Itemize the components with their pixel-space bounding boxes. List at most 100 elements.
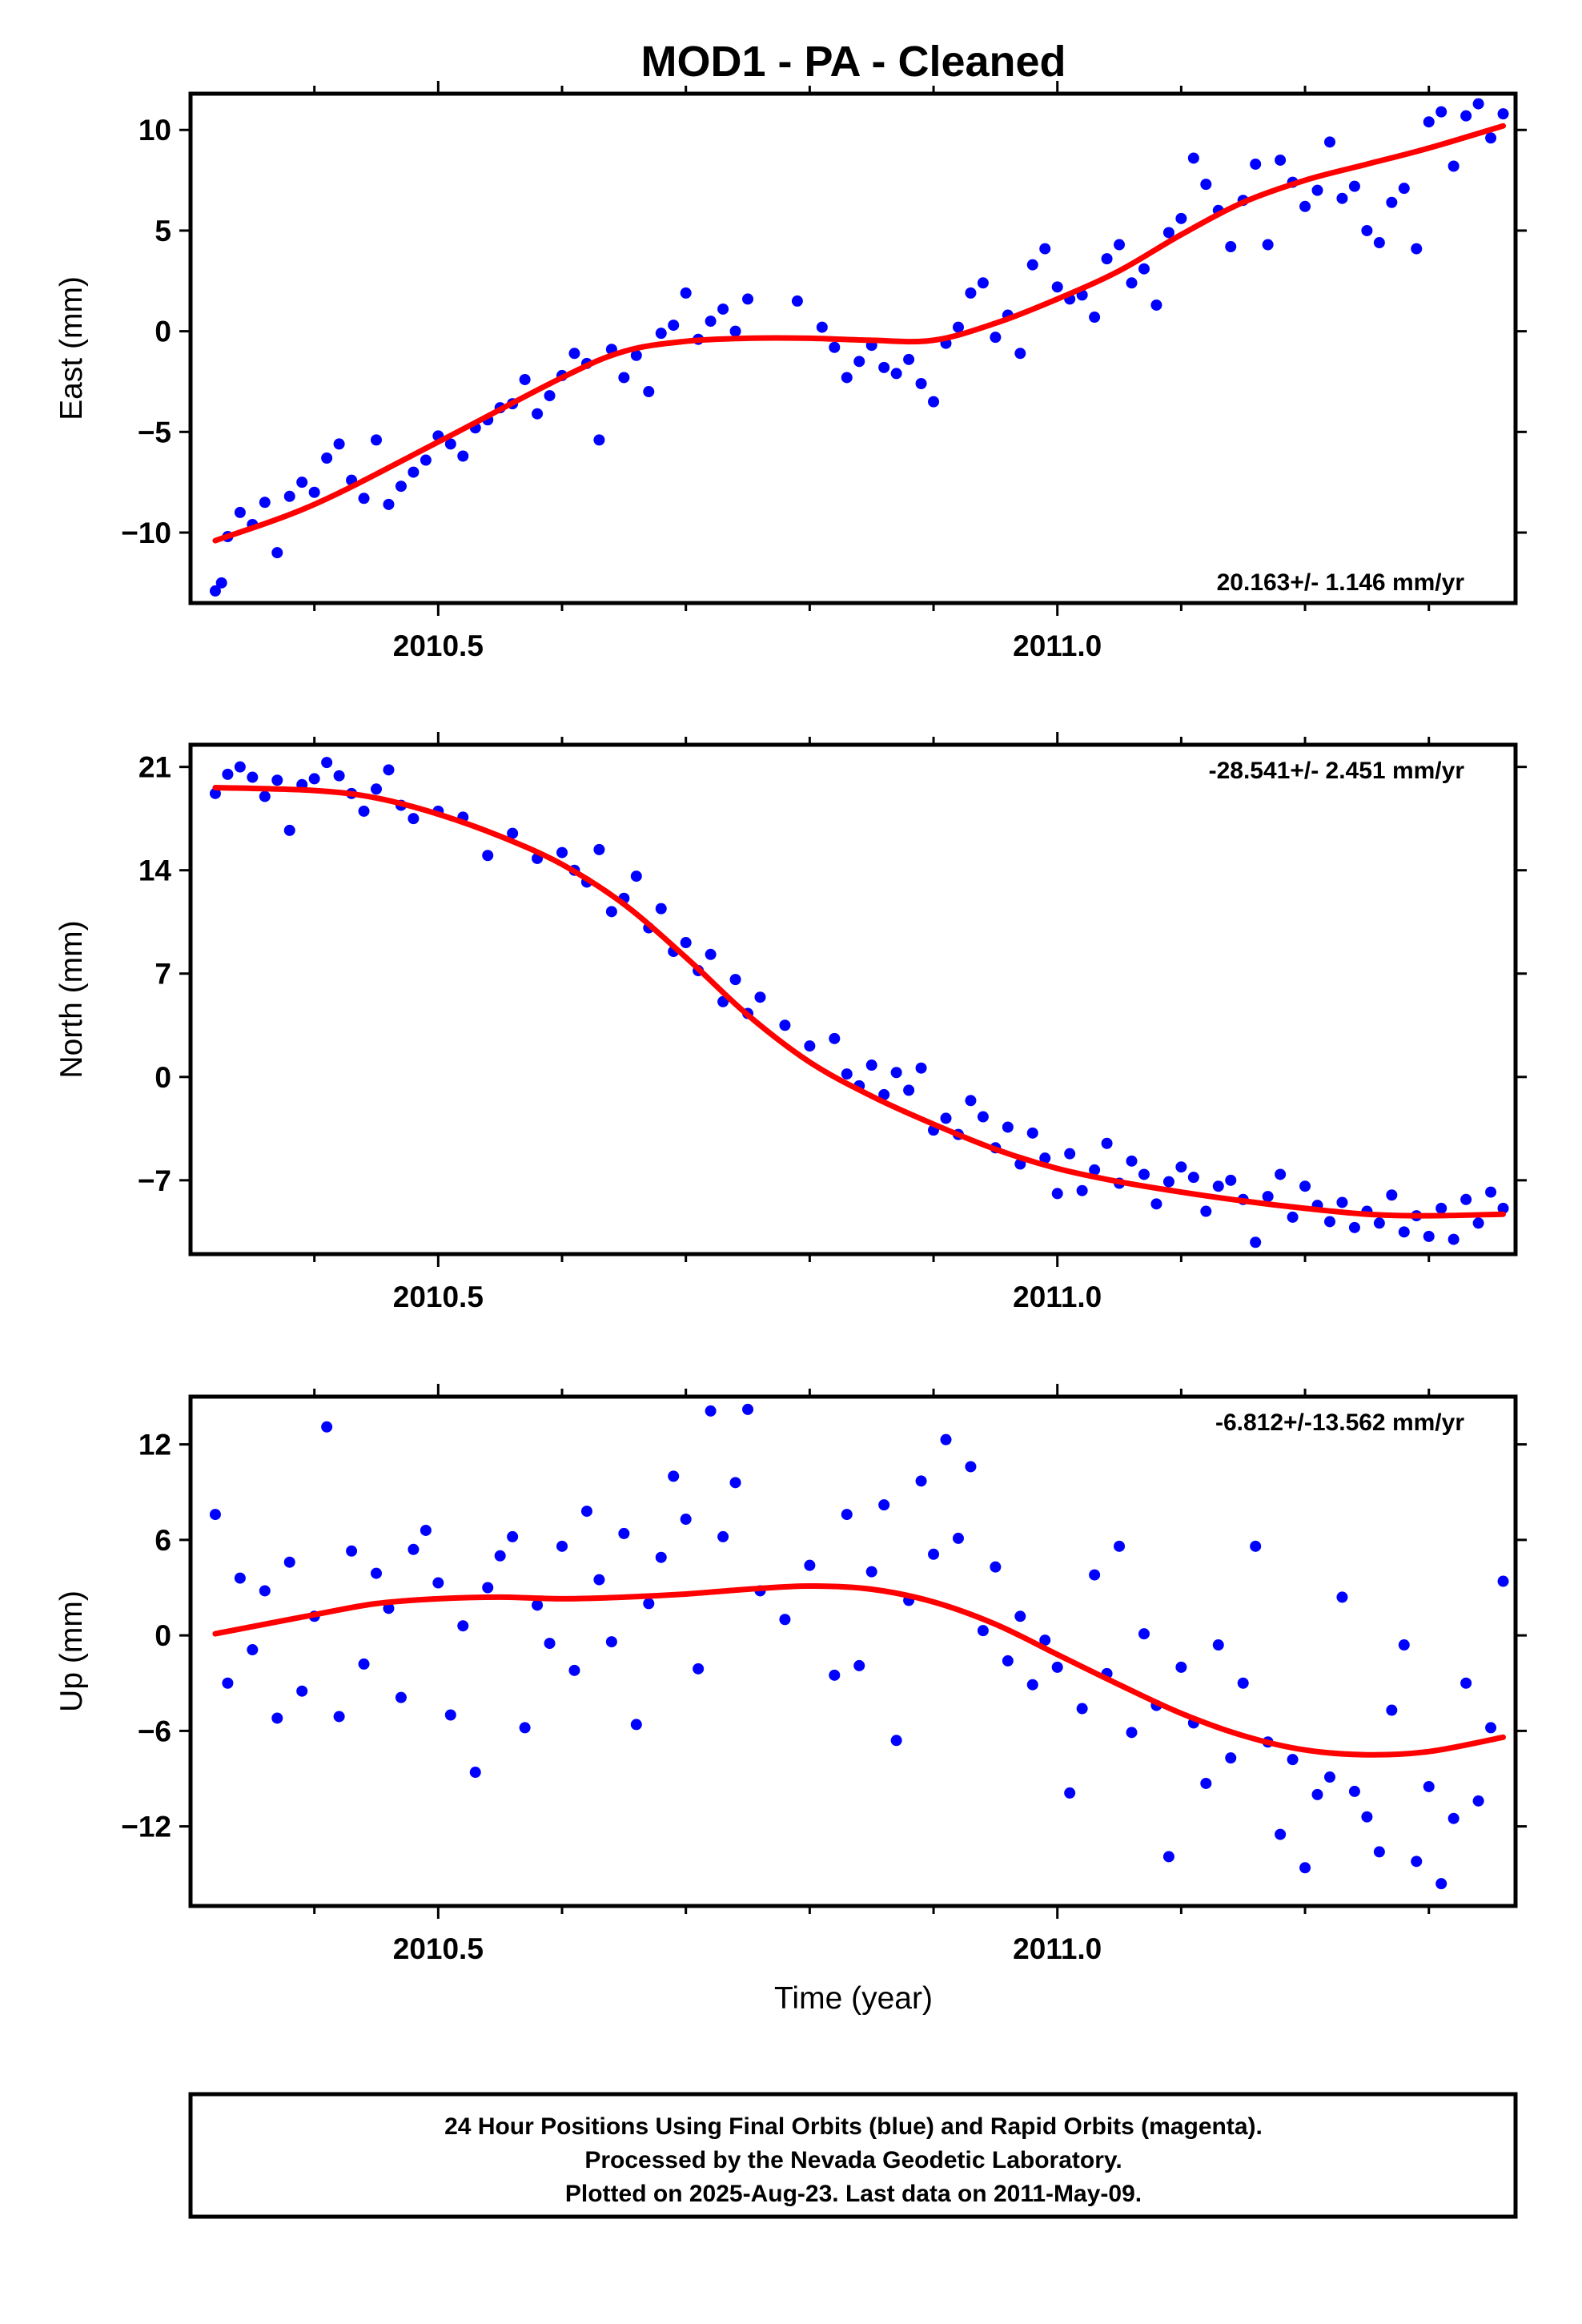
data-point (494, 1550, 506, 1562)
data-point (568, 1664, 580, 1676)
data-point (308, 773, 320, 785)
data-point (1386, 1704, 1398, 1716)
data-point (915, 1475, 927, 1487)
data-point (1423, 1780, 1435, 1792)
data-point (890, 1067, 902, 1079)
data-point (371, 783, 383, 795)
data-point (630, 349, 642, 361)
data-point (432, 1577, 444, 1589)
x-tick-label: 2010.5 (393, 1281, 484, 1313)
data-point (1101, 253, 1113, 265)
data-point (1026, 1127, 1038, 1139)
data-point (1336, 1196, 1348, 1208)
data-point (977, 1625, 989, 1637)
data-point (1386, 1189, 1398, 1201)
data-point (853, 356, 865, 368)
panel-frame (188, 1394, 1518, 1908)
data-point (1114, 239, 1126, 251)
data-point (1039, 1634, 1051, 1647)
data-point (655, 903, 667, 915)
data-point (1472, 1795, 1484, 1807)
data-point (1323, 1216, 1335, 1228)
data-point (915, 1062, 927, 1074)
data-point (742, 293, 754, 305)
y-tick-label: 21 (139, 751, 171, 784)
data-point (593, 1574, 605, 1586)
data-point (1472, 1217, 1484, 1229)
y-axis-label: East (mm) (54, 276, 89, 420)
data-point (729, 974, 741, 986)
data-point (271, 774, 283, 786)
data-point (643, 1598, 655, 1610)
data-point (1299, 200, 1311, 212)
panel-frame (188, 91, 1518, 605)
data-point (940, 1112, 952, 1124)
data-point (1250, 1540, 1262, 1552)
data-point (693, 1663, 705, 1675)
fit-curve (212, 123, 1506, 544)
data-point (1002, 1655, 1014, 1667)
data-point (321, 452, 333, 464)
data-point (1212, 1180, 1224, 1192)
rate-label: 20.163+/- 1.146 mm/yr (1217, 569, 1465, 596)
data-point (247, 1644, 259, 1656)
data-point (680, 1514, 692, 1526)
data-point (1212, 1639, 1224, 1651)
y-tick-label: 0 (155, 1619, 171, 1652)
data-point (841, 372, 853, 384)
data-point (519, 1722, 531, 1734)
data-point (729, 325, 741, 337)
data-point (1435, 1878, 1447, 1890)
data-point (668, 1470, 680, 1482)
data-point (1373, 1217, 1385, 1229)
data-point (1398, 183, 1410, 195)
y-tick-label: 14 (139, 854, 172, 887)
x-tick-label: 2011.0 (1013, 1281, 1102, 1313)
data-point (444, 1709, 456, 1721)
data-point (865, 1566, 877, 1578)
data-point (1089, 1164, 1101, 1176)
data-point (234, 1572, 246, 1584)
data-point (259, 790, 271, 802)
data-point (1064, 1787, 1076, 1799)
data-point (1051, 1661, 1063, 1673)
data-point (1187, 1172, 1199, 1184)
data-point (346, 1545, 358, 1557)
x-tick-label: 2010.5 (393, 629, 484, 662)
data-point (1336, 192, 1348, 204)
data-point (209, 787, 221, 799)
data-point (1287, 1211, 1299, 1223)
data-point (1162, 1176, 1174, 1188)
data-point (1064, 1148, 1076, 1160)
data-point (283, 824, 295, 836)
data-point (1485, 132, 1497, 144)
data-point (247, 771, 259, 783)
data-point (593, 843, 605, 855)
data-point (1323, 1771, 1335, 1783)
data-point (1398, 1639, 1410, 1651)
data-point (1311, 1788, 1323, 1800)
data-point (1497, 1575, 1509, 1587)
data-point (643, 386, 655, 398)
y-tick-label: 7 (155, 958, 171, 991)
data-point (928, 396, 940, 408)
data-point (705, 316, 717, 328)
data-point (1497, 1202, 1509, 1214)
data-point (804, 1040, 816, 1052)
data-point (1485, 1722, 1497, 1734)
data-point (605, 906, 617, 918)
data-point (742, 1403, 754, 1415)
data-point (544, 1638, 556, 1650)
data-point (1126, 1155, 1138, 1167)
data-point (209, 1509, 221, 1521)
data-point (1089, 312, 1101, 324)
data-point (444, 438, 456, 450)
data-point (593, 434, 605, 446)
data-point (1225, 1752, 1237, 1764)
data-point (383, 1602, 395, 1614)
data-point (333, 438, 345, 450)
data-points (209, 1403, 1509, 1890)
data-point (903, 353, 915, 365)
data-point (1162, 227, 1174, 239)
data-point (482, 1582, 494, 1594)
